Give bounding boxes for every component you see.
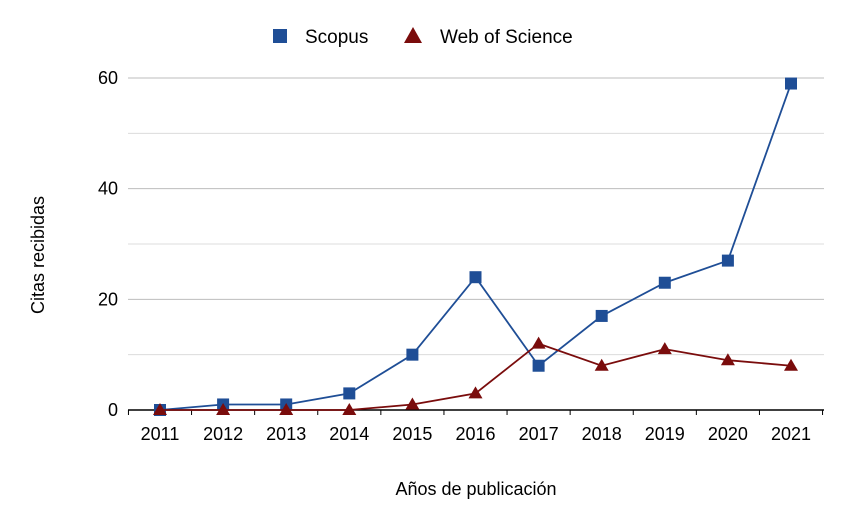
data-point-web-of-science	[279, 403, 294, 415]
x-tick-label: 2019	[645, 424, 685, 444]
data-point-web-of-science	[784, 358, 798, 371]
data-point-web-of-science	[342, 403, 357, 415]
data-point-scopus	[658, 276, 671, 289]
data-point-web-of-science	[405, 397, 420, 410]
y-axis-ticks: 0 20 40 60	[98, 68, 118, 420]
x-tick-label: 2018	[582, 424, 622, 444]
y-tick-label: 20	[98, 289, 118, 309]
data-point-scopus	[595, 309, 608, 322]
gridlines	[128, 77, 824, 411]
series-line-web-of-science	[160, 342, 792, 411]
series-layer	[153, 77, 798, 416]
data-point-web-of-science	[594, 358, 609, 371]
legend-swatch-web-of-science	[404, 27, 422, 43]
data-point-scopus	[343, 387, 356, 400]
x-axis-title: Años de publicación	[395, 479, 556, 499]
x-tick-label: 2012	[203, 424, 243, 444]
legend-label-web-of-science: Web of Science	[440, 27, 573, 48]
data-point-web-of-science	[720, 353, 735, 366]
data-point-web-of-science	[657, 342, 672, 355]
y-axis-title: Citas recibidas	[28, 196, 48, 314]
x-tick-label: 2015	[392, 424, 432, 444]
data-point-web-of-science	[153, 403, 167, 415]
series-line-scopus	[159, 83, 792, 411]
x-tick-label: 2021	[771, 424, 811, 444]
data-point-web-of-science	[216, 403, 231, 415]
y-tick-label: 40	[98, 179, 118, 199]
x-axis-ticks: 2011 2012 2013 2014 2015 2016 2017 2018 2019 2020…	[127, 410, 824, 444]
x-tick-label: 2016	[455, 424, 495, 444]
y-tick-label: 60	[98, 68, 118, 88]
data-point-web-of-science	[531, 336, 546, 349]
x-tick-label: 2013	[266, 424, 306, 444]
data-point-scopus	[721, 254, 734, 267]
x-tick-label: 2017	[519, 424, 559, 444]
x-tick-label: 2020	[708, 424, 748, 444]
legend-swatch-scopus	[273, 29, 287, 43]
x-tick-label: 2014	[329, 424, 369, 444]
data-point-scopus	[406, 348, 419, 361]
legend-label-scopus: Scopus	[305, 27, 368, 48]
y-tick-label: 0	[108, 400, 118, 420]
data-point-scopus	[785, 77, 797, 90]
data-point-web-of-science	[468, 386, 483, 399]
x-tick-label: 2011	[141, 424, 180, 444]
data-point-scopus	[469, 271, 482, 284]
data-point-scopus	[532, 359, 545, 372]
legend: Scopus Web of Science	[273, 27, 573, 48]
